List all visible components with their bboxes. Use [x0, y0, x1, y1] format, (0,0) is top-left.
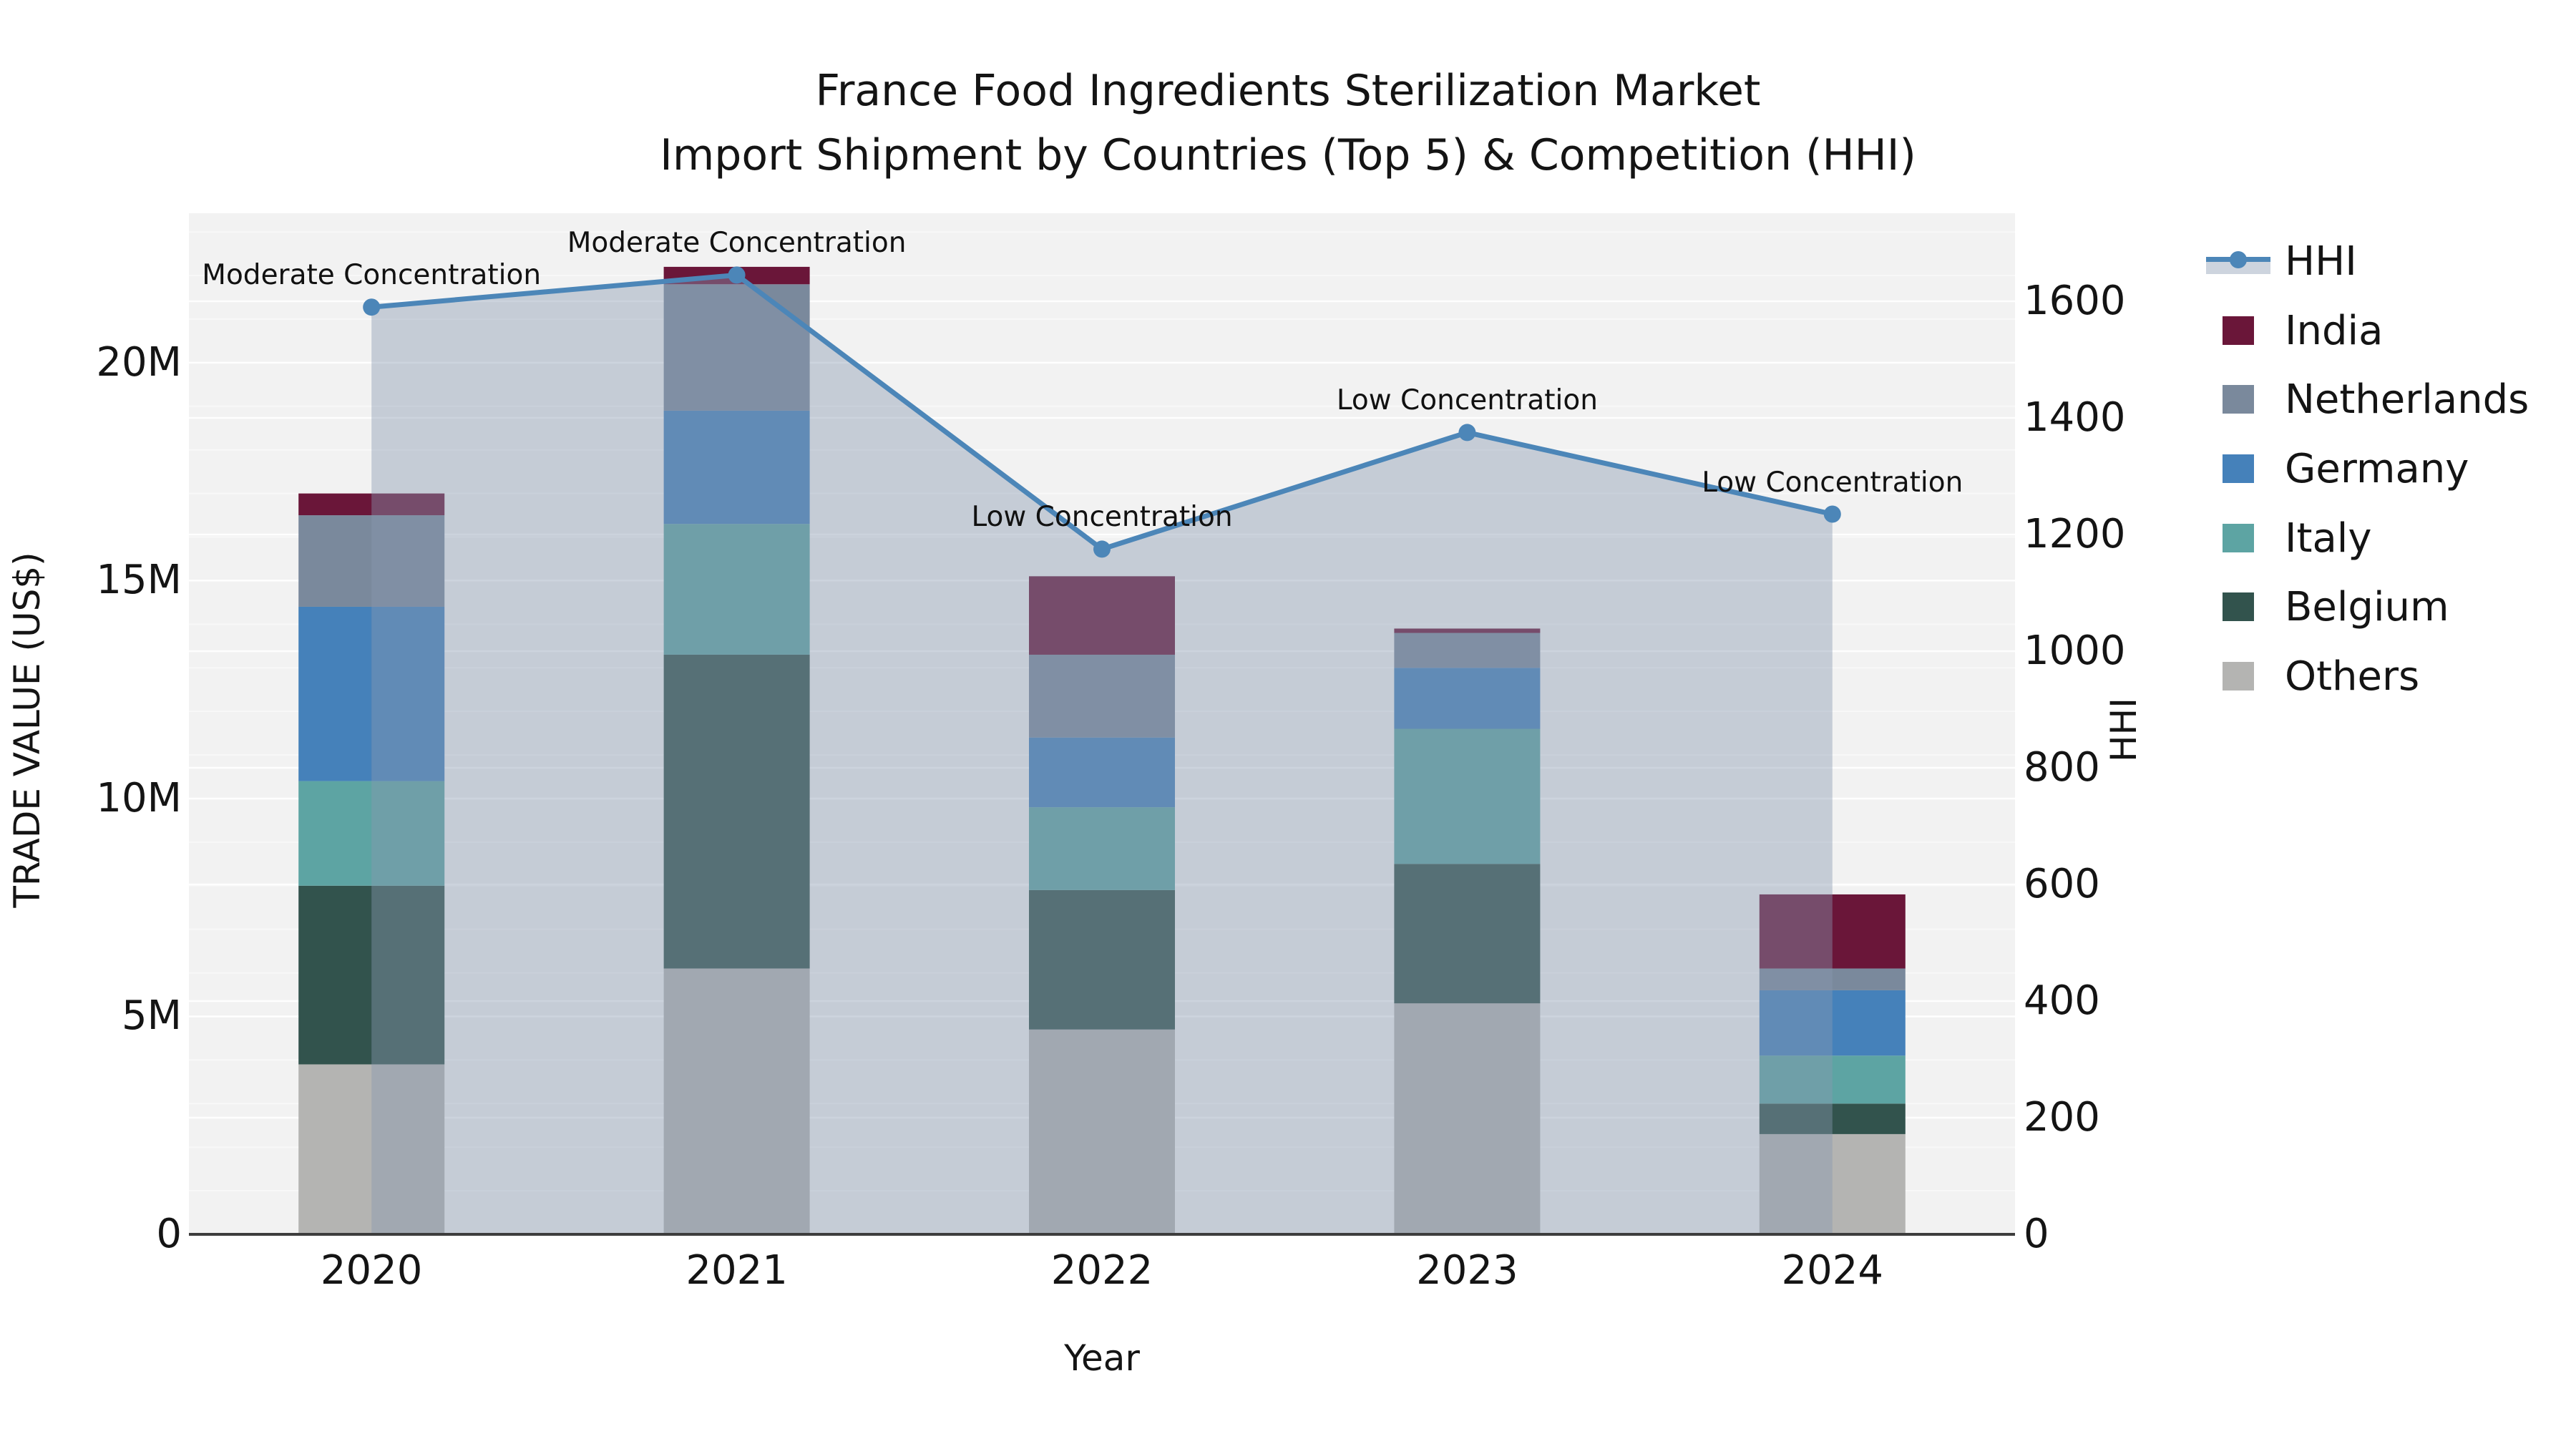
- legend-item-others: Others: [2206, 648, 2419, 705]
- legend-label-italy: Italy: [2285, 514, 2372, 562]
- legend-swatch-india: [2223, 316, 2254, 345]
- legend-item-hhi: HHI: [2206, 233, 2357, 290]
- x-axis-tick-2023: 2023: [1416, 1247, 1518, 1294]
- legend-label-hhi: HHI: [2285, 238, 2357, 285]
- legend-label-netherlands: Netherlands: [2285, 376, 2529, 423]
- chart-title-line1: France Food Ingredients Sterilization Ma…: [815, 66, 1761, 116]
- legend-item-india: India: [2206, 302, 2383, 359]
- x-axis-tick-2024: 2024: [1781, 1247, 1884, 1294]
- right-axis-tick-0: 0: [2024, 1211, 2049, 1257]
- x-axis-tick-2022: 2022: [1050, 1247, 1153, 1294]
- legend-label-belgium: Belgium: [2285, 583, 2449, 630]
- right-axis-tick-1200: 1200: [2024, 511, 2126, 558]
- left-axis-tick-20m: 20M: [96, 338, 182, 386]
- annotation-2020: Moderate Concentration: [202, 259, 542, 292]
- left-axis-tick-5m: 5M: [122, 992, 182, 1040]
- legend-label-germany: Germany: [2285, 445, 2469, 492]
- legend-swatch-others: [2223, 662, 2254, 691]
- x-axis-tick-2021: 2021: [686, 1247, 788, 1294]
- right-axis-title: HHI: [2103, 698, 2145, 762]
- left-axis-tick-0: 0: [156, 1211, 182, 1257]
- right-axis-tick-200: 200: [2024, 1094, 2100, 1141]
- legend-swatch-netherlands: [2223, 385, 2254, 414]
- legend-label-others: Others: [2285, 653, 2420, 700]
- right-axis-tick-600: 600: [2024, 861, 2100, 908]
- legend-item-italy: Italy: [2206, 509, 2372, 567]
- chart-title-line2: Import Shipment by Countries (Top 5) & C…: [660, 130, 1916, 180]
- legend: HHI India Netherlands Germany Italy Belg…: [2206, 0, 2576, 1449]
- legend-item-netherlands: Netherlands: [2206, 371, 2529, 428]
- left-axis-tick-15m: 15M: [96, 557, 182, 604]
- annotation-2021: Moderate Concentration: [567, 227, 907, 260]
- left-axis-tick-10m: 10M: [96, 774, 182, 821]
- right-axis-tick-400: 400: [2024, 977, 2100, 1024]
- right-axis-tick-800: 800: [2024, 744, 2100, 791]
- legend-swatch-italy: [2223, 524, 2254, 552]
- legend-swatch-belgium: [2223, 592, 2254, 621]
- right-axis-tick-1600: 1600: [2024, 278, 2126, 325]
- legend-swatch-germany: [2223, 454, 2254, 483]
- annotation-2024: Low Concentration: [1702, 466, 1963, 499]
- x-axis-tick-2020: 2020: [320, 1247, 423, 1294]
- legend-item-belgium: Belgium: [2206, 578, 2449, 635]
- right-axis-tick-1000: 1000: [2024, 628, 2126, 675]
- left-axis-title: TRADE VALUE (US$): [6, 552, 48, 908]
- x-axis-title: Year: [1064, 1337, 1140, 1379]
- hhi-line-sample-icon: [2206, 233, 2270, 290]
- annotation-2022: Low Concentration: [971, 501, 1233, 534]
- legend-label-india: India: [2285, 307, 2384, 354]
- annotation-2023: Low Concentration: [1336, 384, 1598, 417]
- legend-item-germany: Germany: [2206, 440, 2469, 497]
- right-axis-tick-1400: 1400: [2024, 394, 2126, 441]
- hhi-marker-dot-icon: [2230, 251, 2247, 268]
